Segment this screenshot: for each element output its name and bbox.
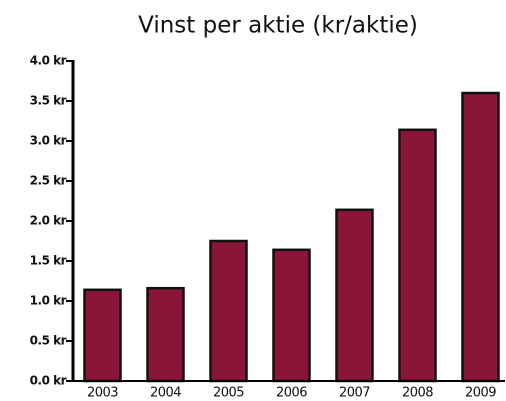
x-tick-label: 2005 bbox=[213, 386, 244, 401]
y-tick-label: 2.5 kr bbox=[30, 174, 67, 188]
y-tick-label: 4.0 kr bbox=[30, 54, 67, 68]
bar bbox=[461, 91, 500, 383]
y-tick-label: 1.5 kr bbox=[30, 254, 67, 268]
bar bbox=[398, 128, 437, 383]
x-tick-label: 2006 bbox=[276, 386, 307, 401]
bar bbox=[83, 288, 122, 383]
bar bbox=[335, 208, 374, 383]
x-tick-label: 2009 bbox=[465, 386, 496, 401]
y-tick-label: 2.0 kr bbox=[30, 214, 67, 228]
y-tick-label: 3.0 kr bbox=[30, 134, 67, 148]
bar bbox=[209, 239, 248, 383]
y-tick-label: 0.0 kr bbox=[30, 374, 67, 388]
chart-title: Vinst per aktie (kr/aktie) bbox=[138, 13, 418, 39]
x-tick-label: 2008 bbox=[402, 386, 433, 401]
bar bbox=[146, 286, 185, 383]
y-tick-label: 3.5 kr bbox=[30, 94, 67, 108]
y-tick-label: 0.5 kr bbox=[30, 334, 67, 348]
y-tick-label: 1.0 kr bbox=[30, 294, 67, 308]
x-tick-label: 2007 bbox=[339, 386, 370, 401]
bar bbox=[272, 248, 311, 383]
x-tick-label: 2003 bbox=[87, 386, 118, 401]
x-tick-label: 2004 bbox=[150, 386, 181, 401]
